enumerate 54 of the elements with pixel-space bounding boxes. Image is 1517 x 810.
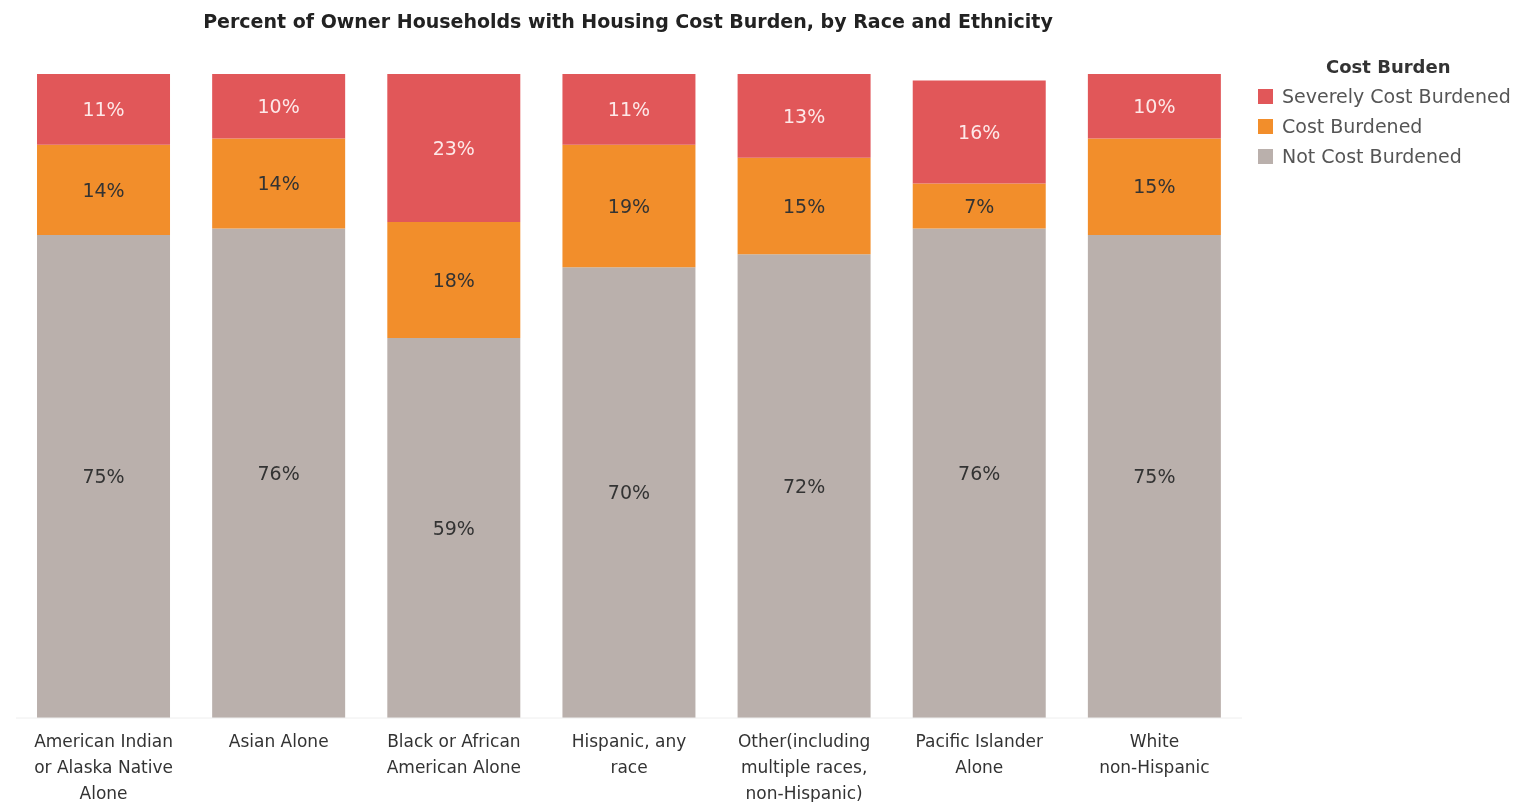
bar xyxy=(37,74,171,145)
legend-title: Cost Burden xyxy=(1325,56,1452,77)
bar xyxy=(1087,138,1221,235)
bar xyxy=(737,74,871,158)
x-tick-label: Pacific Islander Alone xyxy=(915,731,1044,777)
data-label: 76% xyxy=(257,462,300,485)
data-label: 7% xyxy=(964,194,995,217)
bar xyxy=(912,183,1046,229)
data-label: 11% xyxy=(82,98,125,121)
data-label: 18% xyxy=(432,268,475,291)
bar xyxy=(562,267,696,718)
bar xyxy=(212,74,346,139)
data-label: 13% xyxy=(782,104,826,127)
legend-label: Not Cost Burdened xyxy=(1281,144,1463,169)
data-label: 10% xyxy=(1133,94,1176,117)
bar xyxy=(212,228,346,718)
data-label: 23% xyxy=(432,136,475,159)
data-label: 16% xyxy=(958,120,1001,143)
data-label: 15% xyxy=(1133,175,1176,198)
data-label: 19% xyxy=(607,194,651,217)
bar xyxy=(912,80,1046,184)
data-label: 11% xyxy=(607,98,651,121)
x-tick-label: White non-Hispanic xyxy=(1099,731,1210,777)
bar xyxy=(1087,74,1221,139)
data-label: 72% xyxy=(782,474,826,497)
data-label: 59% xyxy=(432,516,475,539)
x-tick-label: Hispanic, any race xyxy=(571,731,687,777)
bar xyxy=(387,338,521,718)
bar xyxy=(737,157,871,255)
data-label: 15% xyxy=(782,194,826,217)
data-label: 70% xyxy=(607,481,651,504)
bar xyxy=(212,138,346,229)
chart-title: Percent of Owner Households with Housing Cost Burden, by Race and Ethnicity xyxy=(202,9,1054,34)
bar xyxy=(37,235,171,718)
data-label: 14% xyxy=(82,178,125,201)
bar xyxy=(387,74,521,223)
bar xyxy=(37,144,171,235)
legend-label: Severely Cost Burdened xyxy=(1281,84,1512,109)
bar xyxy=(912,228,1046,718)
bar xyxy=(737,254,871,718)
x-tick-label: Black or African American Alone xyxy=(386,731,522,777)
x-tick-label: Other(including multiple races, non-Hispanic) xyxy=(737,731,871,803)
legend-label: Cost Burdened xyxy=(1281,114,1424,139)
bar xyxy=(1087,235,1221,718)
data-label: 75% xyxy=(82,465,125,488)
bar xyxy=(387,222,521,339)
data-label: 75% xyxy=(1133,465,1176,488)
x-tick-label: Asian Alone xyxy=(228,731,329,751)
data-label: 10% xyxy=(257,94,300,117)
data-label: 14% xyxy=(257,172,300,195)
bar xyxy=(562,144,696,268)
data-label: 76% xyxy=(958,462,1001,485)
x-tick-label: American Indian or Alaska Native Alone xyxy=(34,731,173,803)
bar xyxy=(562,74,696,145)
